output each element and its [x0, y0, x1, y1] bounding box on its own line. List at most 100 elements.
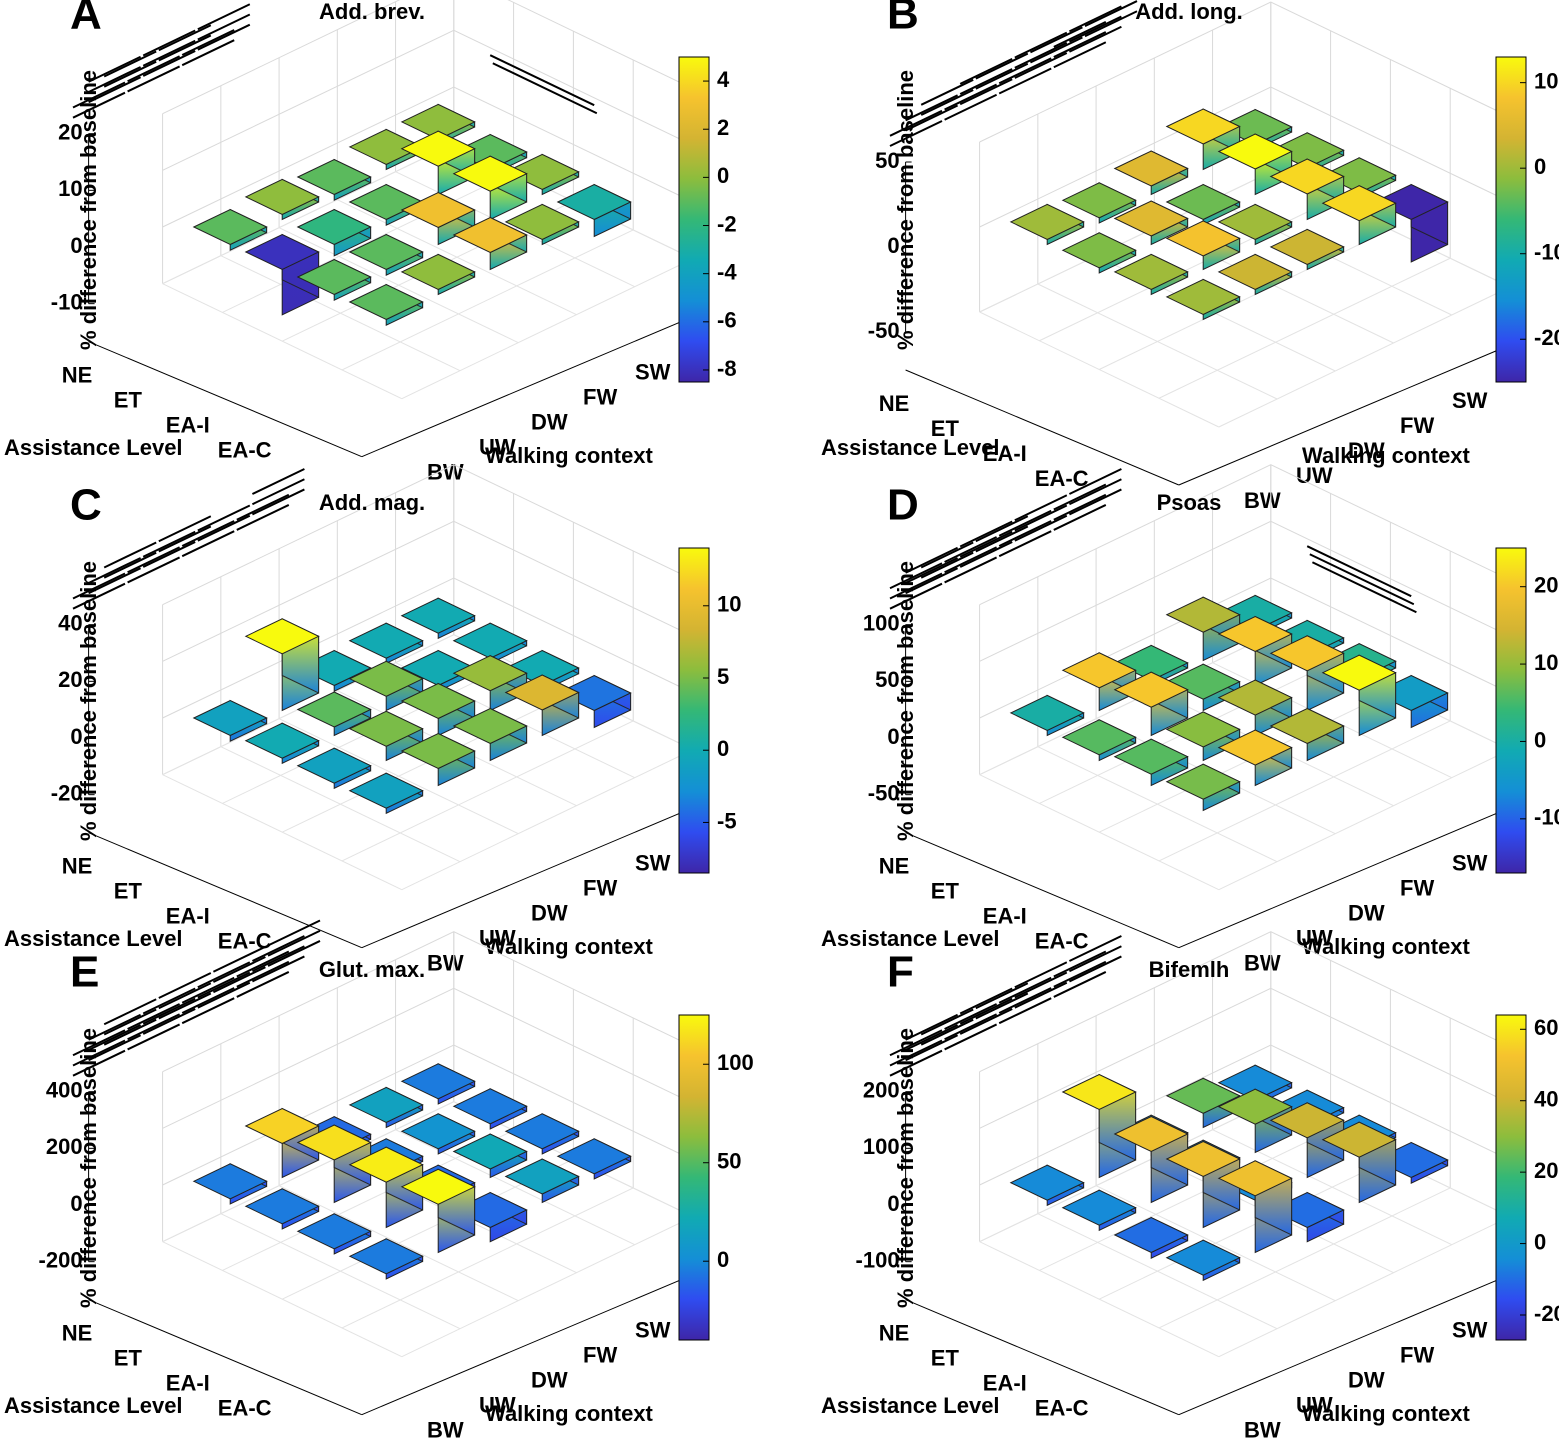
bar-EA-I-DW	[1217, 203, 1293, 246]
significance-line	[1053, 31, 1107, 58]
grid-line	[1039, 1129, 1331, 1271]
bar-top-face	[192, 208, 268, 246]
colorbar-tick-label: -10	[1534, 805, 1559, 830]
significance-line	[103, 60, 157, 88]
z-tick-label: 200	[46, 1134, 83, 1159]
panel-A: 20100-10NEETEA-IEA-CBWUWDWFWSWAssistance…	[4, 0, 737, 484]
significance-lines	[889, 468, 1417, 614]
significance-line	[889, 1039, 943, 1067]
bar-EA-I-BW	[296, 1213, 372, 1255]
bar-top-face	[1165, 711, 1241, 748]
bar-EA-I-FW	[452, 155, 528, 221]
z-tick-label: 0	[887, 233, 899, 258]
rowaxis-label: Assistance Level	[821, 435, 1000, 460]
significance-line	[103, 998, 157, 1026]
bar-EA-C-UW	[1217, 1160, 1293, 1254]
significance-line	[889, 572, 943, 600]
bar-top-face	[400, 130, 476, 167]
significance-line	[181, 520, 235, 547]
bar-top-face	[504, 203, 580, 240]
significance-line	[72, 1029, 126, 1057]
col-axis	[361, 1274, 694, 1416]
bar-top-face	[1009, 694, 1085, 731]
row-label: ET	[114, 878, 143, 903]
significance-line	[1029, 36, 1083, 64]
bar-EA-C-UW	[400, 253, 476, 296]
z-tick-label: 20	[58, 119, 82, 144]
bar-EA-C-FW	[1321, 1121, 1397, 1204]
bars	[192, 597, 632, 815]
significance-line	[181, 29, 235, 56]
colorbar-tick-label: 2	[717, 115, 729, 140]
significance-line	[158, 24, 212, 52]
significance-line	[998, 57, 1052, 85]
significance-lines	[72, 919, 321, 1077]
panel-letter: C	[70, 481, 102, 530]
grid-line	[162, 29, 694, 171]
significance-line	[72, 1039, 126, 1067]
colorbar-tick-label: 50	[717, 1149, 741, 1174]
row-label: EA-I	[166, 412, 210, 437]
col-label: DW	[531, 409, 568, 434]
colorbar-tick-label: -20	[1534, 1301, 1559, 1326]
bar-top-face	[400, 191, 476, 229]
significance-line	[944, 1003, 998, 1030]
significance-line	[975, 52, 1029, 80]
bar-EA-I-BW	[1113, 253, 1189, 296]
bar-ET-BW	[1061, 232, 1137, 274]
panel-letter: A	[70, 0, 102, 39]
colorbar-tick-label: 0	[717, 736, 729, 761]
bar-top-face	[400, 103, 476, 140]
significance-line	[88, 76, 142, 104]
row-label: NE	[879, 853, 910, 878]
rowaxis-label: Assistance Level	[821, 1393, 1000, 1418]
significance-line	[103, 50, 157, 78]
bar-top-face	[504, 1158, 580, 1195]
bar-EA-C-FW	[1321, 184, 1397, 246]
bar-ET-DW	[1165, 183, 1241, 226]
colorbar-tick-label: 5	[717, 664, 729, 689]
significance-line	[197, 3, 251, 31]
colorbar-tick-label: 100	[717, 1050, 754, 1075]
col-label: UW	[1296, 1392, 1333, 1417]
significance-line	[142, 50, 196, 77]
bar-top-face	[1165, 1239, 1241, 1276]
bar-top-face	[1113, 1115, 1189, 1153]
col-label: SW	[1452, 388, 1488, 413]
significance-line	[236, 950, 290, 978]
bar-top-face	[452, 655, 528, 692]
row-label: EA-C	[1035, 928, 1089, 953]
col-label: BW	[427, 1417, 464, 1442]
z-tick-label: 100	[863, 610, 900, 635]
bar-ET-UW	[296, 208, 372, 257]
panel-letter: D	[887, 481, 919, 530]
rowaxis-label: Assistance Level	[4, 435, 183, 460]
colorbar-tick-label: 0	[717, 1247, 729, 1272]
significance-line	[236, 960, 290, 988]
z-tick-label: 20	[58, 667, 82, 692]
colorbar-tick-label: 0	[1534, 154, 1546, 179]
yaxis-label: % difference from baseline	[893, 70, 918, 350]
bar-EA-C-BW	[1165, 763, 1241, 812]
significance-line	[72, 572, 126, 600]
significance-line	[920, 78, 974, 106]
bar-top-face	[1165, 763, 1241, 800]
colorbar-tick-label: -5	[717, 808, 737, 833]
significance-line	[267, 919, 321, 947]
bar-top-face	[244, 618, 320, 655]
bar-top-face	[1269, 158, 1345, 195]
bar-top-face	[1217, 679, 1293, 716]
significance-line	[889, 120, 943, 147]
col-label: BW	[1244, 488, 1281, 513]
significance-line	[1053, 971, 1107, 998]
bar-ET-FW	[1217, 133, 1293, 196]
z-tick-label: -50	[868, 780, 900, 805]
colorbar	[1495, 547, 1527, 874]
significance-line	[1311, 561, 1417, 614]
colorbar-tick-label: 60	[1534, 1015, 1558, 1040]
significance-line	[181, 976, 235, 1004]
bar-top-face	[400, 1063, 476, 1100]
significance-line	[889, 582, 943, 610]
col-label: UW	[1296, 463, 1333, 488]
bar-EA-C-FW	[504, 1158, 580, 1204]
